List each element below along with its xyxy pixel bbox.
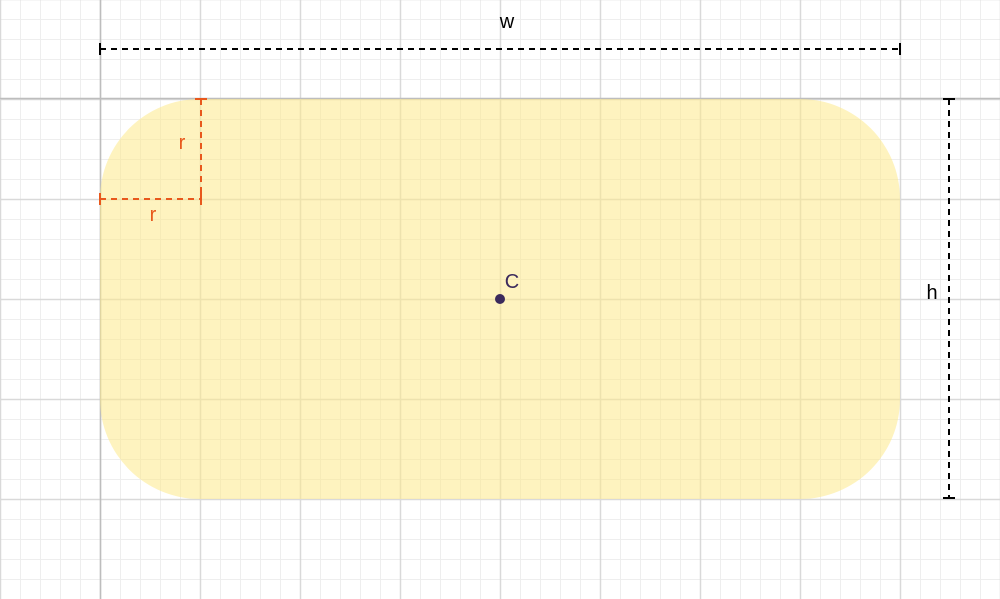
center-label: C (505, 271, 519, 293)
width-dimension (99, 43, 901, 55)
height-dimension (943, 98, 955, 499)
width-label: w (499, 11, 515, 33)
center-point (495, 294, 505, 304)
height-label: h (926, 282, 937, 304)
radius-horizontal-label: r (150, 204, 157, 226)
radius-markers (99, 98, 207, 205)
radius-vertical-label: r (179, 132, 186, 154)
